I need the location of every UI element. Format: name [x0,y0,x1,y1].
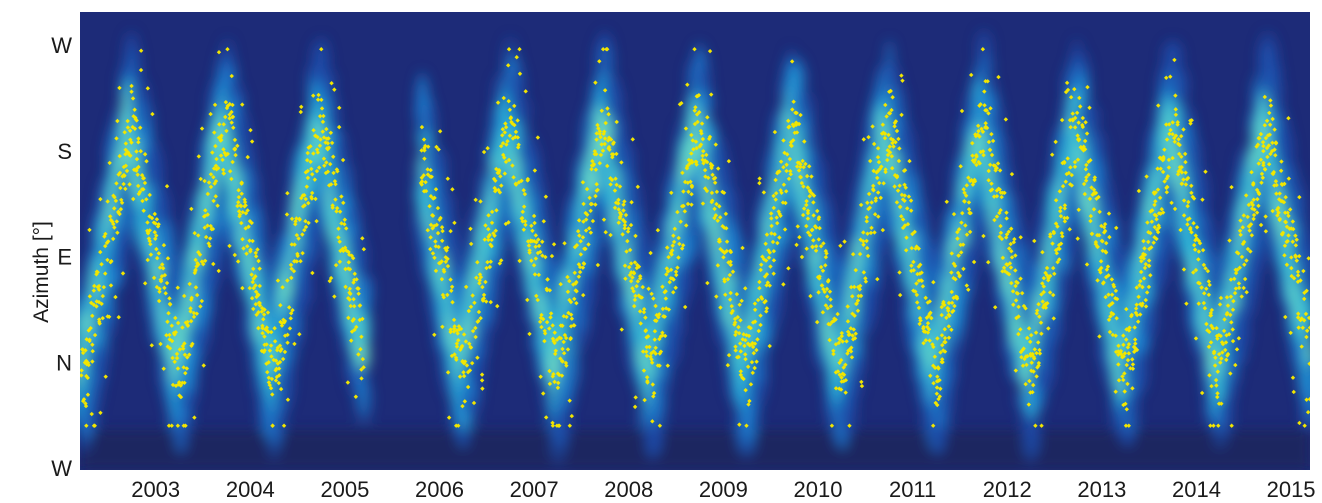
density-blob [700,88,714,112]
density-blob [355,376,373,422]
density-blob [354,275,373,315]
density-blob [253,215,265,245]
density-blob [772,275,783,297]
density-blob [561,346,580,394]
density-blob [512,97,531,125]
density-layer [80,29,1310,470]
density-blob [774,243,792,268]
density-blob [979,34,991,82]
density-blob [714,165,733,189]
low-density-band [80,430,1310,470]
density-blob [326,106,340,128]
density-blob [728,233,744,275]
density-blob [95,340,109,373]
